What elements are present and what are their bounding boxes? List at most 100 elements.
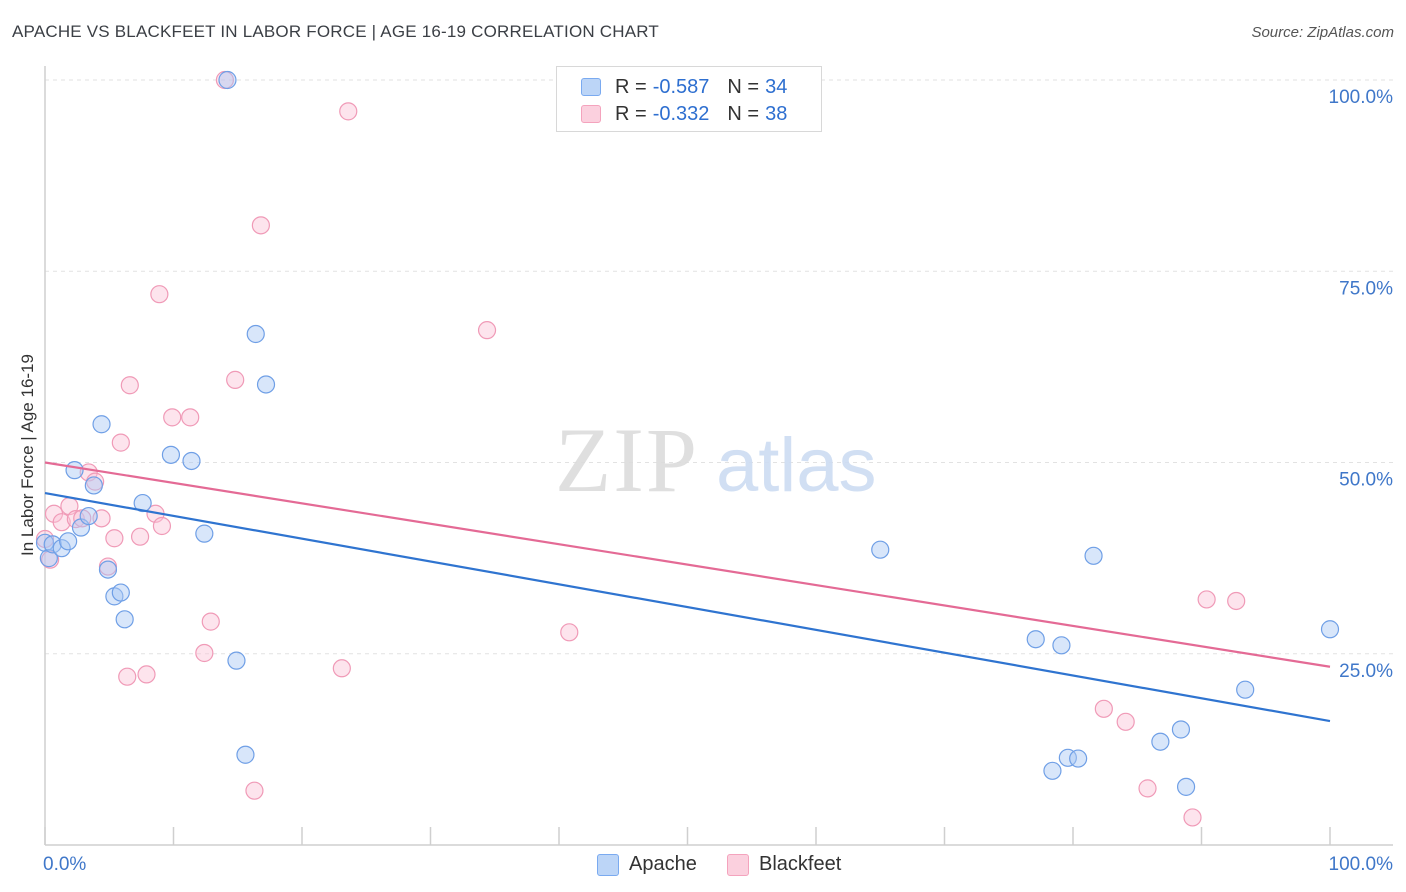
- apache-point: [256, 375, 276, 394]
- blackfeet-point: [1183, 808, 1202, 827]
- apache-point: [65, 461, 84, 480]
- blackfeet-point: [1138, 779, 1157, 798]
- blackfeet-point: [105, 529, 124, 548]
- apache-point: [52, 539, 71, 558]
- axes: [44, 66, 1393, 846]
- y-tick-label: 75.0%: [1339, 278, 1393, 299]
- apache-point: [1069, 749, 1088, 768]
- x-tick-label: 0.0%: [43, 854, 86, 875]
- blackfeet-point: [251, 216, 270, 235]
- apache-point: [115, 610, 134, 629]
- apache-point: [35, 533, 55, 552]
- source-label: Source: ZipAtlas.com: [1251, 24, 1394, 41]
- y-tick-label: 50.0%: [1339, 470, 1393, 491]
- legend-item-apache[interactable]: Apache: [597, 853, 697, 876]
- blackfeet-point: [137, 665, 156, 684]
- blackfeet-point: [130, 527, 150, 546]
- apache-point: [111, 583, 130, 602]
- blackfeet-point: [52, 513, 71, 532]
- apache-point: [1043, 761, 1062, 780]
- apache-trend-line: [44, 492, 1331, 723]
- legend-label-blackfeet: Blackfeet: [759, 853, 842, 875]
- stats-row-blackfeet: R = -0.332 N = 38: [581, 102, 787, 126]
- apache-point: [1084, 546, 1103, 565]
- blackfeet-trend-line: [44, 461, 1331, 668]
- blackfeet-point: [226, 370, 245, 389]
- apache-point: [1176, 777, 1196, 796]
- apache-point: [195, 524, 214, 543]
- r-label: R =: [615, 75, 647, 98]
- legend-item-blackfeet[interactable]: Blackfeet: [727, 853, 841, 876]
- blackfeet-point: [150, 285, 169, 304]
- blackfeet-point: [477, 321, 497, 340]
- apache-point: [1151, 732, 1170, 751]
- apache-point: [98, 560, 118, 579]
- apache-point: [1058, 748, 1077, 767]
- apache-point: [161, 445, 181, 464]
- apache-point: [39, 549, 58, 568]
- series-legend: Apache Blackfeet: [0, 851, 1406, 879]
- apache-point: [1320, 620, 1340, 639]
- blackfeet-point: [120, 376, 139, 395]
- apache-point: [246, 324, 265, 344]
- n-label: N =: [727, 75, 760, 98]
- blackfeet-point: [1094, 699, 1113, 718]
- blackfeet-point: [560, 623, 579, 642]
- legend-label-apache: Apache: [629, 853, 697, 875]
- apache-point: [43, 535, 62, 554]
- y-tick-label: 25.0%: [1339, 661, 1393, 682]
- blackfeet-points: [35, 70, 1246, 827]
- stats-row-apache: R = -0.587 N = 34: [581, 75, 787, 99]
- blackfeet-point: [118, 667, 137, 686]
- blackfeet-point: [195, 643, 214, 663]
- blackfeet-point: [201, 612, 220, 631]
- watermark-atlas: atlas: [716, 423, 877, 508]
- blackfeet-legend-swatch: [727, 853, 749, 876]
- stats-legend: R = -0.587 N = 34 R = -0.332 N = 38: [556, 66, 822, 132]
- n-value: 34: [765, 75, 788, 98]
- apache-swatch: [581, 78, 601, 96]
- blackfeet-point: [181, 408, 200, 427]
- watermark-zip: ZIP: [555, 409, 699, 511]
- tick-labels: 100.0% 75.0% 50.0% 25.0% 0.0% 100.0%: [43, 87, 1393, 875]
- watermark: ZIP atlas: [555, 409, 877, 511]
- x-tick-label: 100.0%: [1329, 854, 1394, 875]
- blackfeet-point: [111, 433, 130, 452]
- y-tick-label: 100.0%: [1329, 87, 1394, 108]
- apache-point: [227, 651, 246, 670]
- y-axis-label: In Labor Force | Age 16-19: [18, 354, 37, 556]
- apache-point: [1236, 680, 1255, 699]
- apache-point: [1171, 720, 1191, 739]
- apache-point: [84, 476, 103, 495]
- apache-point: [79, 506, 98, 526]
- blackfeet-point: [1227, 591, 1246, 611]
- blackfeet-point: [1116, 712, 1135, 731]
- blackfeet-point: [339, 102, 358, 121]
- blackfeet-point: [163, 408, 182, 427]
- blackfeet-point: [332, 659, 351, 678]
- n-value: 38: [765, 102, 788, 125]
- n-label: N =: [727, 102, 760, 125]
- apache-point: [59, 532, 78, 551]
- apache-point: [236, 745, 255, 764]
- blackfeet-point: [1197, 590, 1216, 609]
- r-value: -0.587: [652, 75, 710, 98]
- apache-point: [1052, 636, 1071, 655]
- blackfeet-swatch: [581, 105, 601, 123]
- trend-lines: [44, 461, 1331, 723]
- apache-points: [35, 70, 1340, 796]
- apache-point: [133, 493, 152, 513]
- blackfeet-point: [152, 516, 172, 536]
- apache-point: [92, 415, 111, 434]
- apache-point: [182, 451, 201, 471]
- r-label: R =: [615, 102, 647, 125]
- apache-point: [1026, 630, 1045, 649]
- chart-title: APACHE VS BLACKFEET IN LABOR FORCE | AGE…: [12, 22, 660, 41]
- apache-point: [871, 540, 890, 559]
- apache-point: [218, 70, 237, 90]
- blackfeet-point: [245, 781, 264, 800]
- grid-lines: [45, 79, 1393, 655]
- r-value: -0.332: [652, 102, 710, 125]
- apache-legend-swatch: [597, 853, 619, 876]
